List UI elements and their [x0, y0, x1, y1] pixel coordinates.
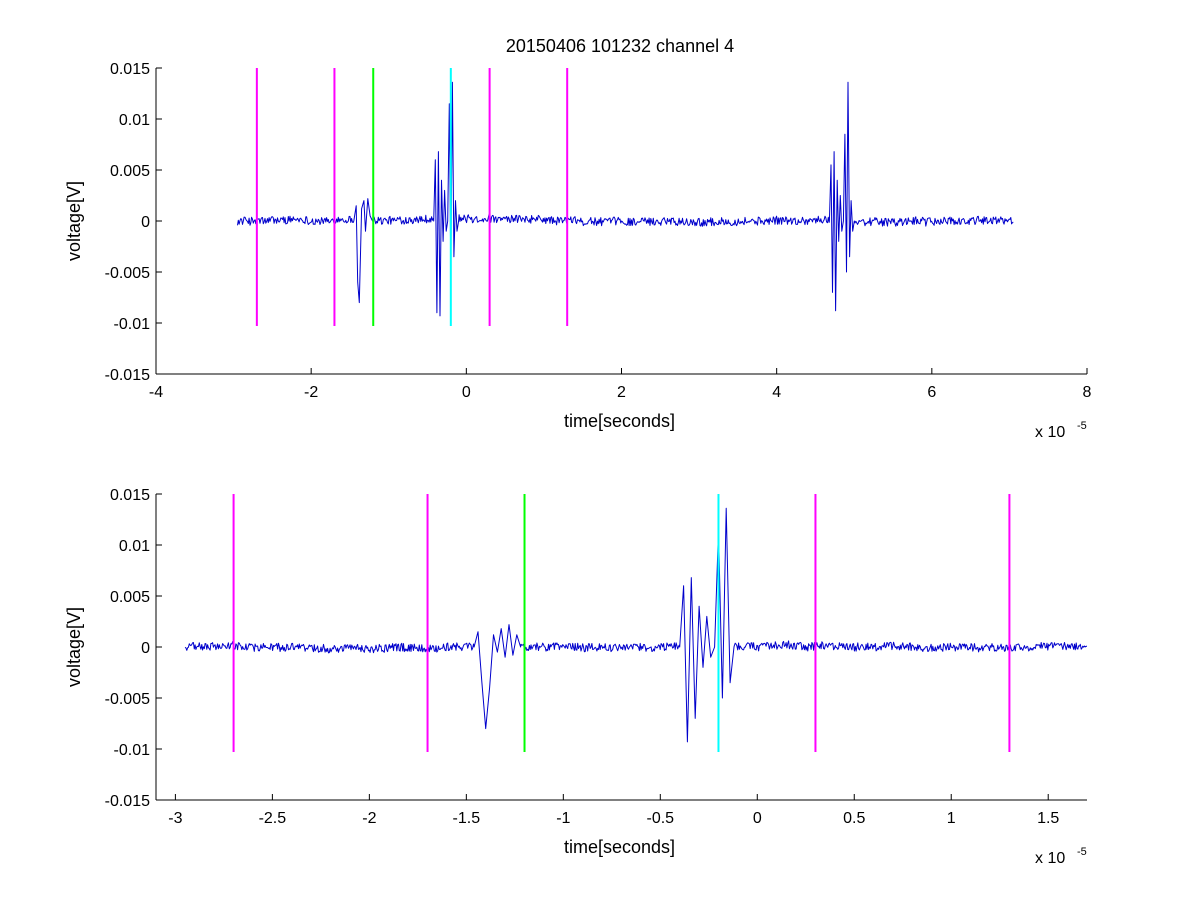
x-tick-label: -0.5 [647, 810, 675, 827]
y-tick-label: -0.01 [114, 316, 151, 333]
x-tick-label: -4 [149, 384, 163, 401]
x-tick-label: -1.5 [453, 810, 481, 827]
y-axis-label: voltage[V] [64, 607, 84, 687]
x-axis-label: time[seconds] [564, 837, 675, 857]
x-tick-label: -1 [556, 810, 570, 827]
y-tick-label: 0.01 [119, 112, 150, 129]
x-axis-label: time[seconds] [564, 411, 675, 431]
x-exponent-label: x 10 [1035, 424, 1065, 441]
x-tick-label: 4 [772, 384, 781, 401]
y-tick-label: -0.005 [105, 691, 150, 708]
y-tick-label: -0.005 [105, 265, 150, 282]
x-tick-label: 0.5 [843, 810, 865, 827]
figure-title: 20150406 101232 channel 4 [506, 36, 734, 56]
signal-series-line [237, 81, 1014, 317]
x-tick-label: -3 [168, 810, 182, 827]
y-tick-label: -0.01 [114, 742, 151, 759]
x-tick-label: 0 [462, 384, 471, 401]
x-exponent-label: x 10 [1035, 850, 1065, 867]
y-tick-label: 0.015 [110, 61, 150, 78]
x-exponent-power: -5 [1077, 846, 1087, 858]
y-tick-label: -0.015 [105, 793, 150, 810]
y-tick-label: 0.01 [119, 538, 150, 555]
y-tick-label: 0.005 [110, 589, 150, 606]
y-tick-label: 0.015 [110, 487, 150, 504]
bottom-plot: 0.015 0.01 0.005 0 -0.005 -0.01 -0.015 -3 -2.5 -2… [64, 487, 1087, 867]
x-tick-label: 6 [927, 384, 936, 401]
y-tick-label: 0 [141, 214, 150, 231]
y-tick-label: -0.015 [105, 367, 150, 384]
x-tick-label: -2 [362, 810, 376, 827]
y-axis-label: voltage[V] [64, 181, 84, 261]
y-tick-label: 0 [141, 640, 150, 657]
y-tick-label: 0.005 [110, 163, 150, 180]
x-tick-label: 1 [947, 810, 956, 827]
signal-series-line [184, 507, 1087, 743]
x-exponent-power: -5 [1077, 420, 1087, 432]
x-tick-label: -2 [304, 384, 318, 401]
x-tick-label: 2 [617, 384, 626, 401]
top-plot: 0.015 0.01 0.005 0 -0.005 -0.01 -0.015-4 -2 0 2 4 6… [64, 61, 1092, 441]
x-tick-label: 1.5 [1037, 810, 1059, 827]
x-tick-label: 8 [1083, 384, 1092, 401]
x-tick-label: -2.5 [259, 810, 287, 827]
x-tick-label: 0 [753, 810, 762, 827]
